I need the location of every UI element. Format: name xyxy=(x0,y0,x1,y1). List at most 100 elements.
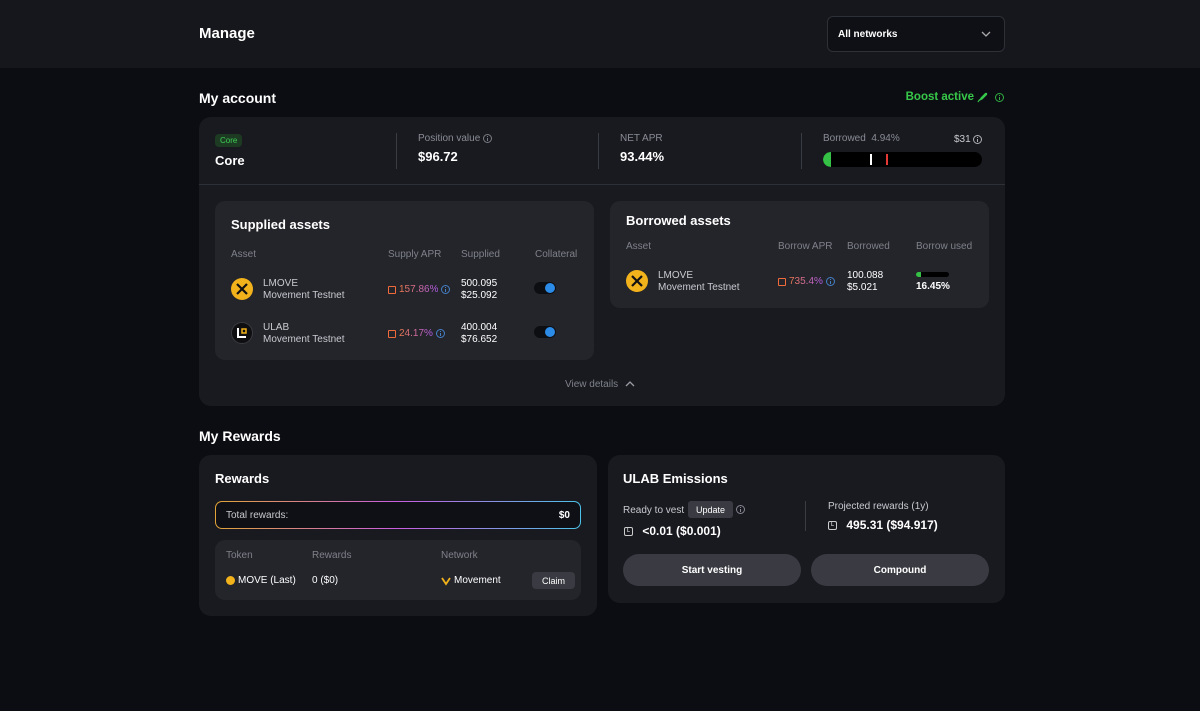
total-rewards-label: Total rewards: xyxy=(226,510,289,521)
col-token: Token xyxy=(226,550,253,561)
supplied-usd: $76.652 xyxy=(461,334,498,345)
emissions-title: ULAB Emissions xyxy=(623,471,728,486)
my-account-title: My account xyxy=(199,90,277,106)
boost-label: Boost active xyxy=(905,91,974,103)
asset-symbol: LMOVE xyxy=(263,278,299,289)
ulab-token-icon xyxy=(231,322,253,344)
boost-status[interactable]: Boost active xyxy=(906,91,1004,103)
borrowed-usd: $5.021 xyxy=(847,282,878,293)
move-token-icon xyxy=(226,576,235,585)
asset-network: Movement Testnet xyxy=(263,290,345,301)
divider xyxy=(598,133,599,169)
projected-rewards-label: Projected rewards (1y) xyxy=(828,501,929,512)
position-value: $96.72 xyxy=(418,149,458,164)
account-name: Core xyxy=(215,153,245,168)
borrowed-assets-title: Borrowed assets xyxy=(626,213,731,228)
divider xyxy=(801,133,802,169)
lmove-token-icon xyxy=(231,278,253,300)
col-collateral: Collateral xyxy=(535,249,578,260)
rocket-icon xyxy=(977,92,988,102)
net-apr-label: NET APR xyxy=(620,133,663,144)
col-asset: Asset xyxy=(231,249,257,260)
position-value-label: Position value xyxy=(418,133,493,144)
asset-symbol: LMOVE xyxy=(658,270,694,281)
projected-rewards-value: L 495.31 ($94.917) xyxy=(828,518,938,532)
lmove-token-icon xyxy=(626,270,648,292)
supply-apr: 24.17% xyxy=(388,328,445,339)
info-icon[interactable] xyxy=(825,277,835,286)
collateral-toggle[interactable] xyxy=(534,326,556,338)
movement-network-icon xyxy=(441,577,451,586)
view-details-label: View details xyxy=(565,378,619,390)
divider xyxy=(199,184,1005,185)
page-title: Manage xyxy=(199,25,255,42)
col-network: Network xyxy=(441,550,478,561)
asset-symbol: ULAB xyxy=(263,322,290,333)
reward-amount: 0 ($0) xyxy=(312,575,339,586)
asset-network: Movement Testnet xyxy=(263,334,345,345)
claim-button[interactable]: Claim xyxy=(532,572,575,589)
info-icon[interactable] xyxy=(435,329,445,338)
top-bar xyxy=(0,0,1200,68)
ulab-token-icon: L xyxy=(624,526,633,536)
collateral-toggle[interactable] xyxy=(534,282,556,294)
info-icon[interactable] xyxy=(973,134,983,144)
boost-apr-icon xyxy=(388,285,396,294)
supplied-amount: 500.095 xyxy=(461,278,498,289)
borrow-marker xyxy=(870,154,872,165)
vest-value: L <0.01 ($0.001) xyxy=(624,524,721,538)
borrow-used-fill xyxy=(916,272,922,277)
network-select-value: All networks xyxy=(838,28,898,40)
col-borrow-used: Borrow used xyxy=(916,241,973,252)
ulab-token-icon: L xyxy=(828,520,837,530)
net-apr-value: 93.44% xyxy=(620,149,665,164)
col-borrow-apr: Borrow APR xyxy=(778,241,833,252)
info-icon[interactable] xyxy=(441,285,451,294)
borrow-limit-bar xyxy=(823,152,982,167)
col-supplied: Supplied xyxy=(461,249,500,260)
update-button[interactable]: Update xyxy=(688,501,733,518)
supplied-amount: 400.004 xyxy=(461,322,498,333)
col-borrowed: Borrowed xyxy=(847,241,890,252)
divider xyxy=(805,501,806,531)
core-badge: Core xyxy=(215,134,243,147)
ready-to-vest-label: Ready to vest xyxy=(623,505,685,516)
boost-apr-icon xyxy=(388,329,396,338)
info-icon[interactable] xyxy=(736,505,745,514)
view-details-toggle[interactable]: View details xyxy=(565,378,636,390)
divider xyxy=(396,133,397,169)
asset-network: Movement Testnet xyxy=(658,282,740,293)
network-select[interactable]: All networks xyxy=(827,16,1005,52)
col-supply-apr: Supply APR xyxy=(388,249,442,260)
my-rewards-title: My Rewards xyxy=(199,428,281,444)
total-rewards-value: $0 xyxy=(558,510,570,521)
borrow-apr: 735.4% xyxy=(778,276,835,287)
borrowed-assets-panel xyxy=(610,201,989,308)
borrowed-label: Borrowed 4.94% xyxy=(823,133,900,144)
liquidation-marker xyxy=(886,154,888,165)
chevron-up-icon xyxy=(625,381,635,387)
supplied-assets-panel xyxy=(215,201,594,360)
total-rewards-box: Total rewards: $0 xyxy=(215,501,581,529)
info-icon[interactable] xyxy=(995,92,1004,102)
borrow-used-value: 16.45% xyxy=(916,281,950,292)
borrow-used-bar xyxy=(916,272,949,277)
col-asset: Asset xyxy=(626,241,652,252)
boost-apr-icon xyxy=(778,277,786,286)
reward-token: MOVE (Last) xyxy=(226,575,296,586)
col-rewards: Rewards xyxy=(312,550,352,561)
borrowed-amount: $31 xyxy=(954,134,983,145)
compound-button[interactable]: Compound xyxy=(811,554,989,586)
supplied-assets-title: Supplied assets xyxy=(231,217,330,232)
borrow-limit-fill xyxy=(823,152,831,167)
supply-apr: 157.86% xyxy=(388,284,451,295)
info-icon[interactable] xyxy=(483,133,493,143)
start-vesting-button[interactable]: Start vesting xyxy=(623,554,801,586)
borrowed-percent: 4.94% xyxy=(871,133,900,144)
rewards-table xyxy=(215,540,581,600)
rewards-title: Rewards xyxy=(215,471,270,486)
chevron-down-icon xyxy=(981,31,991,37)
borrowed-amount: 100.088 xyxy=(847,270,884,281)
supplied-usd: $25.092 xyxy=(461,290,498,301)
reward-network: Movement xyxy=(441,575,501,586)
